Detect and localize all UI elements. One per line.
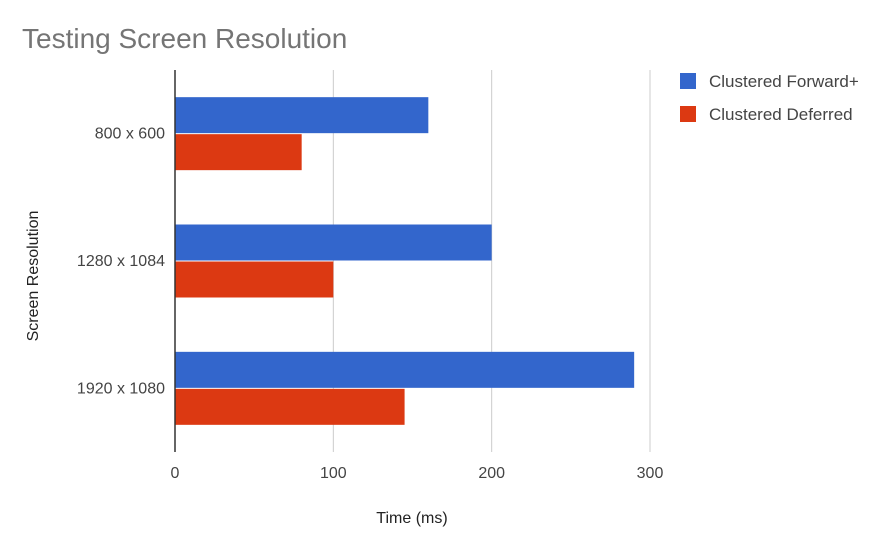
x-tick-label: 200	[478, 465, 505, 482]
y-tick-label: 1920 x 1080	[77, 380, 165, 397]
bar	[175, 388, 405, 425]
x-axis-title: Time (ms)	[376, 510, 447, 527]
x-tick-label: 0	[171, 465, 180, 482]
legend: Clustered Forward+ Clustered Deferred	[680, 72, 859, 124]
legend-swatch	[680, 73, 696, 89]
bars	[175, 97, 635, 425]
legend-swatch	[680, 106, 696, 122]
chart-title: Testing Screen Resolution	[22, 23, 347, 54]
bar	[175, 351, 635, 388]
legend-label: Clustered Deferred	[709, 105, 853, 124]
y-tick-labels: 800 x 600 1280 x 1084 1920 x 1080	[77, 126, 165, 398]
legend-label: Clustered Forward+	[709, 72, 859, 91]
bar	[175, 261, 334, 298]
bar	[175, 97, 429, 134]
y-axis-title: Screen Resolution	[25, 211, 42, 342]
x-tick-label: 100	[320, 465, 347, 482]
x-tick-labels: 0 100 200 300	[171, 465, 664, 482]
bar	[175, 134, 302, 171]
grid	[332, 70, 651, 452]
y-tick-label: 1280 x 1084	[77, 253, 165, 270]
x-tick-label: 300	[637, 465, 664, 482]
y-tick-label: 800 x 600	[95, 126, 165, 143]
bar	[175, 224, 492, 261]
